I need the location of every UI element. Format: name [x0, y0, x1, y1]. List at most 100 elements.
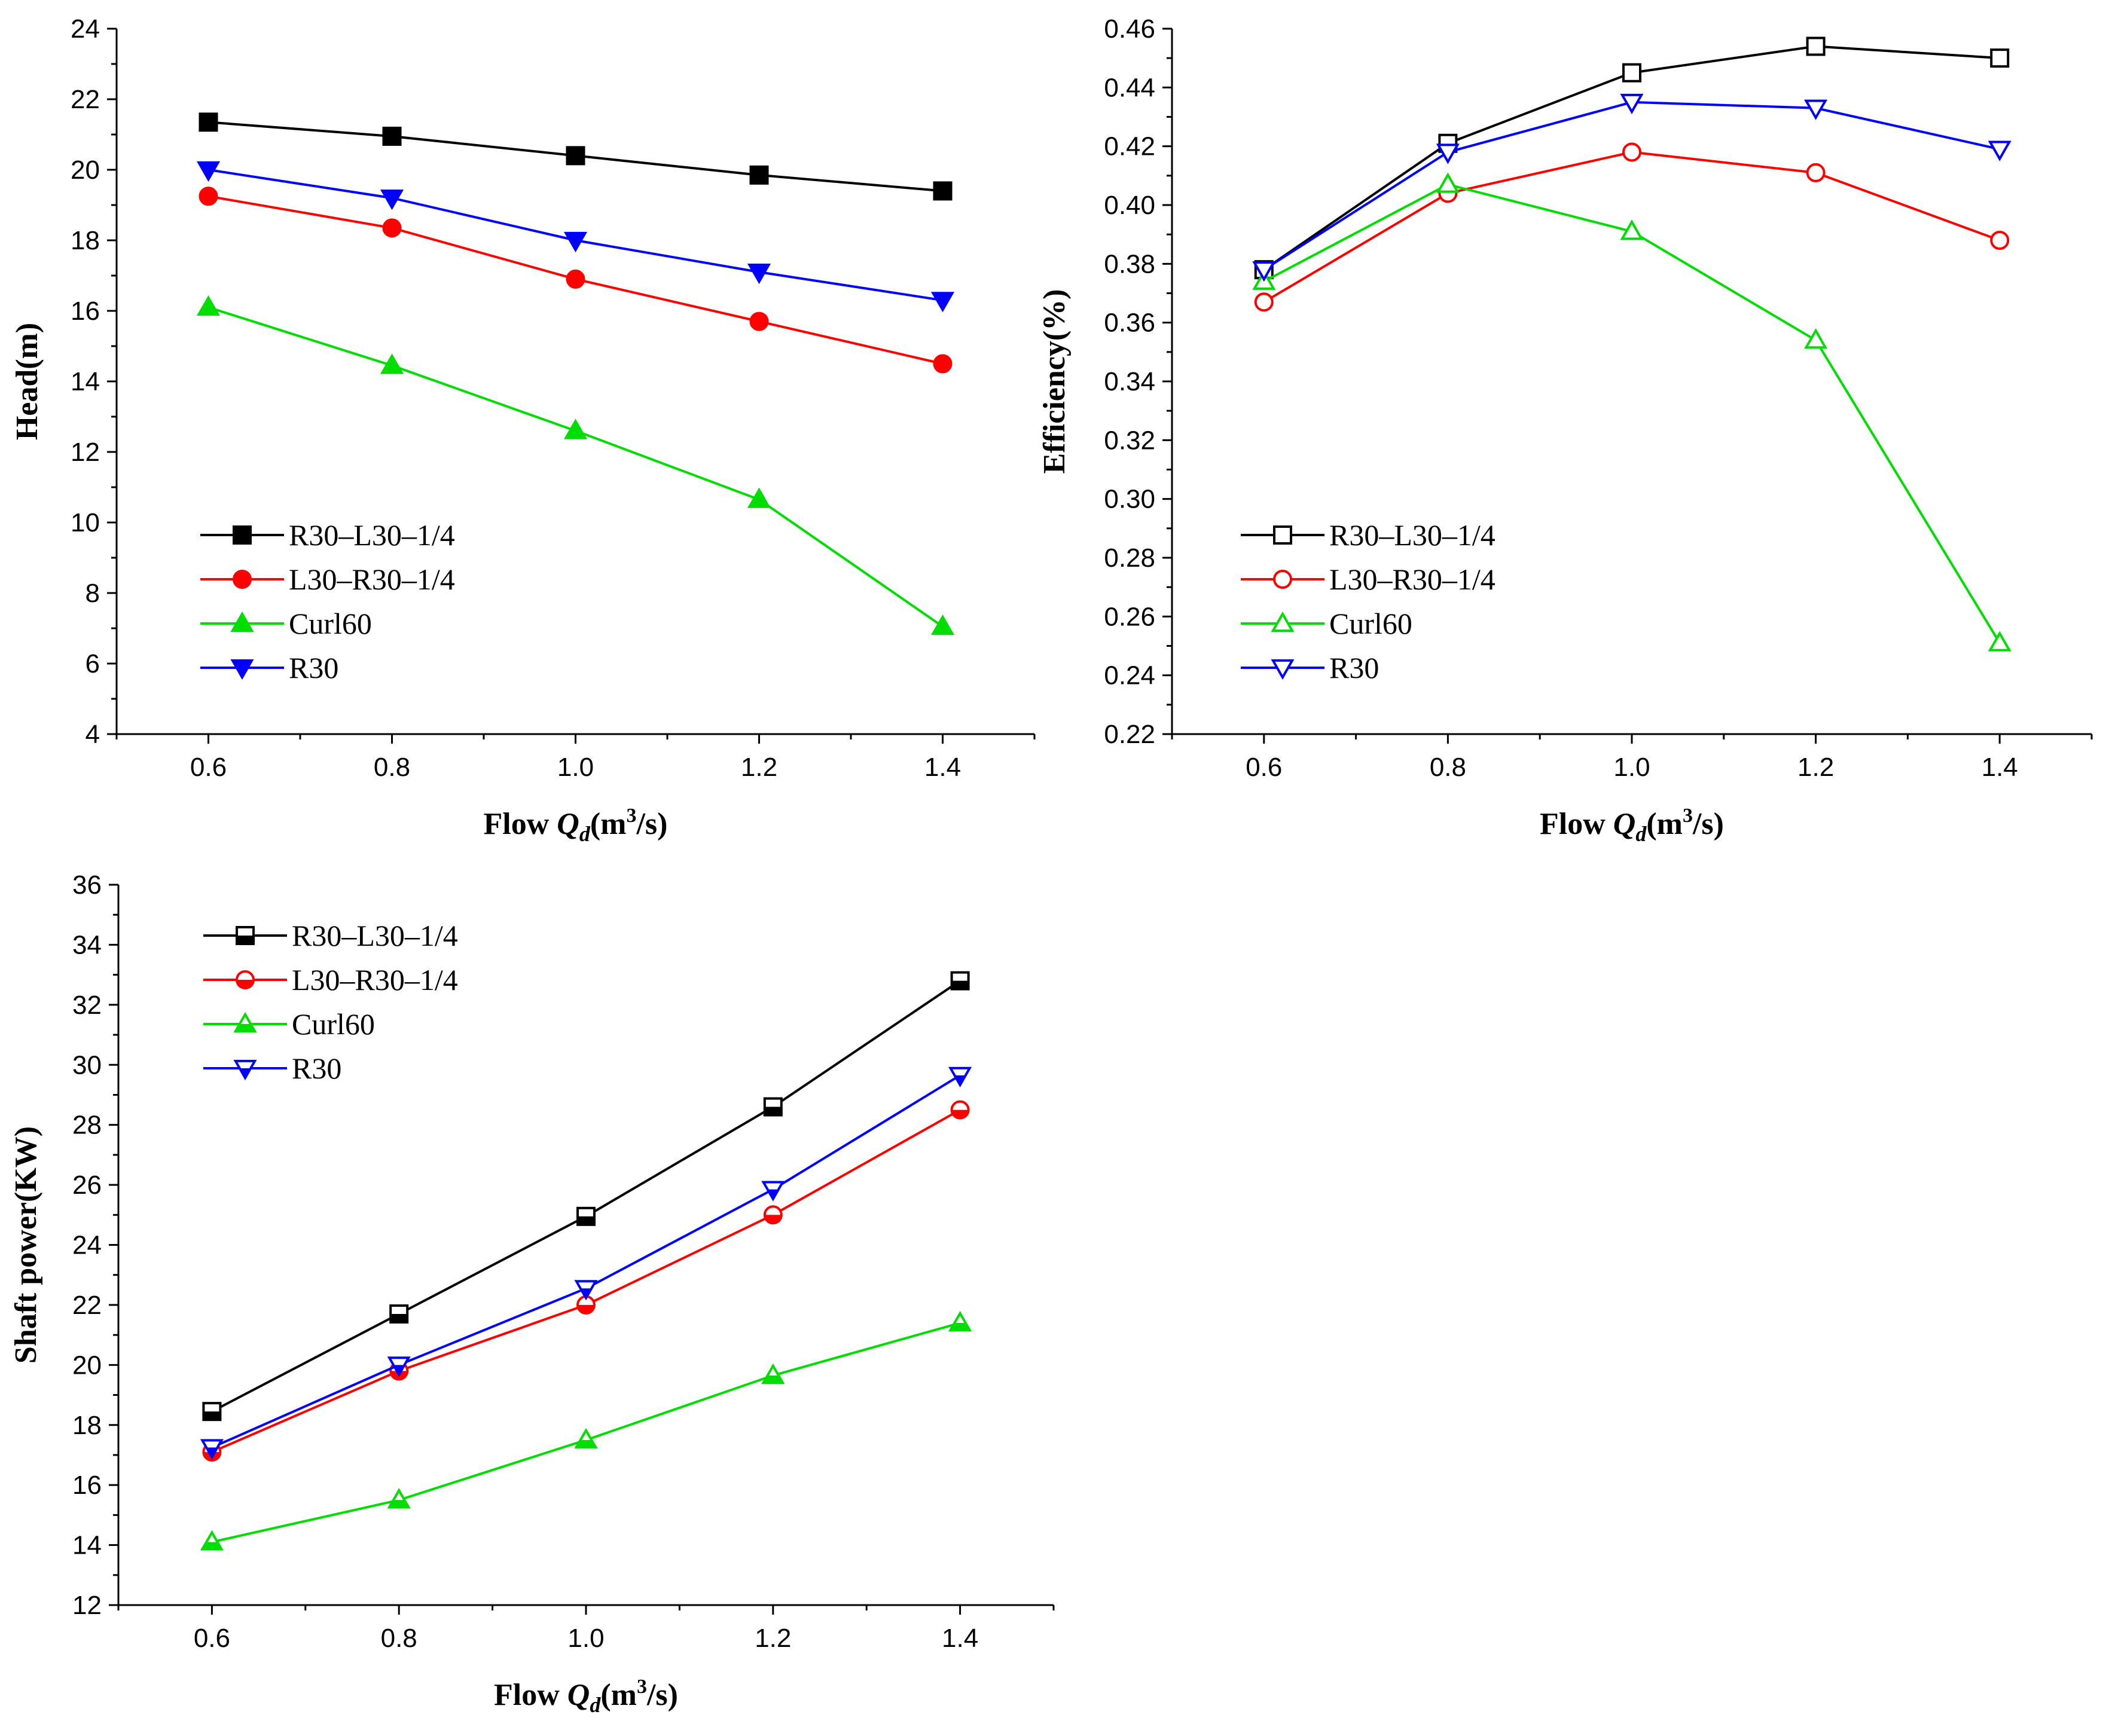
data-point	[563, 231, 588, 253]
y-tick-label: 22	[71, 85, 100, 114]
y-tick-label: 34	[72, 930, 102, 959]
x-tick-label: 1.4	[924, 753, 961, 782]
y-tick-label: 0.26	[1104, 602, 1155, 631]
legend: R30–L30–1/4 L30–R30–1/4 Curl60 R30	[200, 518, 455, 684]
data-point	[566, 146, 585, 166]
x-tick-label: 1.0	[557, 753, 594, 782]
data-point	[1620, 219, 1644, 240]
legend-marker-half-fill	[239, 1068, 251, 1078]
x-axis-title: Flow Qd(m3/s)	[484, 805, 668, 846]
x-tick-label: 0.8	[381, 1624, 417, 1653]
legend-label: L30–R30–1/4	[292, 963, 458, 997]
data-point	[749, 311, 769, 331]
y-tick-label: 4	[86, 720, 100, 749]
y-tick-label: 0.32	[1104, 426, 1155, 455]
y-tick-label: 24	[71, 14, 100, 44]
x-tick-label: 1.0	[567, 1624, 604, 1653]
x-axis-title: Flow Qd(m3/s)	[1540, 805, 1724, 846]
data-point-half-fill	[203, 1411, 221, 1420]
data-point	[1804, 99, 1828, 120]
data-point-half-fill	[393, 1365, 405, 1375]
legend-label: R30	[292, 1052, 341, 1085]
data-point	[1254, 292, 1274, 312]
series-3	[196, 161, 955, 313]
data-point	[1988, 631, 2012, 652]
y-axis-title: Head(m)	[10, 323, 44, 440]
y-tick-label: 0.30	[1104, 485, 1155, 514]
data-point	[1990, 231, 2010, 250]
data-point	[747, 487, 771, 508]
legend-marker-half-fill	[237, 936, 254, 944]
data-point	[930, 292, 955, 313]
legend-marker	[230, 611, 254, 632]
series-3	[1252, 93, 2012, 282]
legend-label: R30–L30–1/4	[1329, 518, 1495, 552]
y-tick-label: 0.38	[1104, 249, 1155, 279]
data-point	[1988, 140, 2012, 161]
y-tick-label: 18	[72, 1411, 102, 1440]
legend-marker	[1273, 525, 1292, 545]
data-point-half-fill	[576, 1439, 596, 1447]
series-3	[200, 1066, 972, 1460]
y-tick-label: 24	[72, 1231, 102, 1260]
legend-marker	[233, 570, 252, 589]
x-tick-label: 0.6	[1246, 753, 1282, 782]
data-point	[1806, 36, 1826, 56]
legend-marker	[1273, 570, 1292, 589]
series-line	[211, 980, 961, 1413]
legend: R30–L30–1/4 L30–R30–1/4 Curl60 R30	[1241, 518, 1495, 684]
legend-marker-half-fill	[235, 1024, 255, 1032]
data-point	[199, 112, 218, 132]
data-point-half-fill	[764, 1215, 782, 1224]
data-point	[196, 295, 221, 316]
x-tick-label: 1.0	[1613, 753, 1650, 782]
y-tick-label: 0.44	[1104, 73, 1155, 102]
data-point-half-fill	[764, 1107, 782, 1115]
y-tick-label: 0.36	[1104, 308, 1155, 338]
x-tick-label: 0.6	[194, 1624, 230, 1653]
x-tick-label: 1.4	[942, 1624, 978, 1653]
data-point	[1252, 261, 1276, 282]
data-point	[1436, 172, 1460, 193]
x-tick-label: 1.4	[1982, 753, 2018, 782]
y-tick-label: 14	[72, 1531, 102, 1560]
y-tick-label: 10	[71, 508, 100, 537]
data-point-half-fill	[202, 1542, 222, 1549]
data-point-half-fill	[951, 980, 969, 989]
data-point-half-fill	[954, 1075, 966, 1085]
series-1	[1254, 142, 2010, 312]
x-tick-label: 1.2	[741, 753, 777, 782]
legend-marker	[233, 525, 252, 545]
data-point-half-fill	[390, 1313, 408, 1322]
y-tick-label: 12	[71, 438, 100, 467]
y-tick-label: 0.42	[1104, 132, 1155, 161]
y-tick-label: 0.46	[1104, 14, 1155, 44]
y-tick-label: 28	[72, 1111, 102, 1140]
x-axis-title: Flow Qd(m3/s)	[494, 1676, 678, 1717]
series-2	[196, 295, 955, 635]
legend-label: R30–L30–1/4	[289, 518, 455, 552]
legend-marker	[1271, 611, 1295, 632]
y-tick-label: 0.34	[1104, 367, 1155, 396]
x-tick-label: 0.8	[374, 753, 410, 782]
data-point	[196, 161, 221, 182]
data-point	[1622, 142, 1641, 162]
y-tick-label: 16	[71, 297, 100, 326]
legend-label: R30–L30–1/4	[292, 919, 458, 952]
data-point	[382, 126, 402, 146]
data-point	[380, 353, 404, 374]
shaft-power-chart: 12 14 16 18 20 22 24 26 28 30 32 34 36 0.6 0.8 1.0 1.2 1.…	[9, 870, 1055, 1717]
data-point	[1990, 48, 2010, 68]
data-point-half-fill	[951, 1110, 969, 1118]
data-point-half-fill	[578, 1216, 594, 1225]
efficiency-chart: 0.22 0.24 0.26 0.28 0.30 0.32 0.34 0.36 0.38 0.40…	[1037, 14, 2093, 846]
y-tick-label: 20	[72, 1350, 102, 1380]
y-tick-label: 0.22	[1104, 720, 1155, 749]
data-point	[747, 264, 771, 285]
data-point	[563, 418, 588, 439]
data-point	[1436, 143, 1460, 164]
x-tick-label: 0.6	[190, 753, 227, 782]
data-point	[1806, 163, 1826, 182]
y-axis-title: Shaft power(KW)	[9, 1126, 43, 1364]
